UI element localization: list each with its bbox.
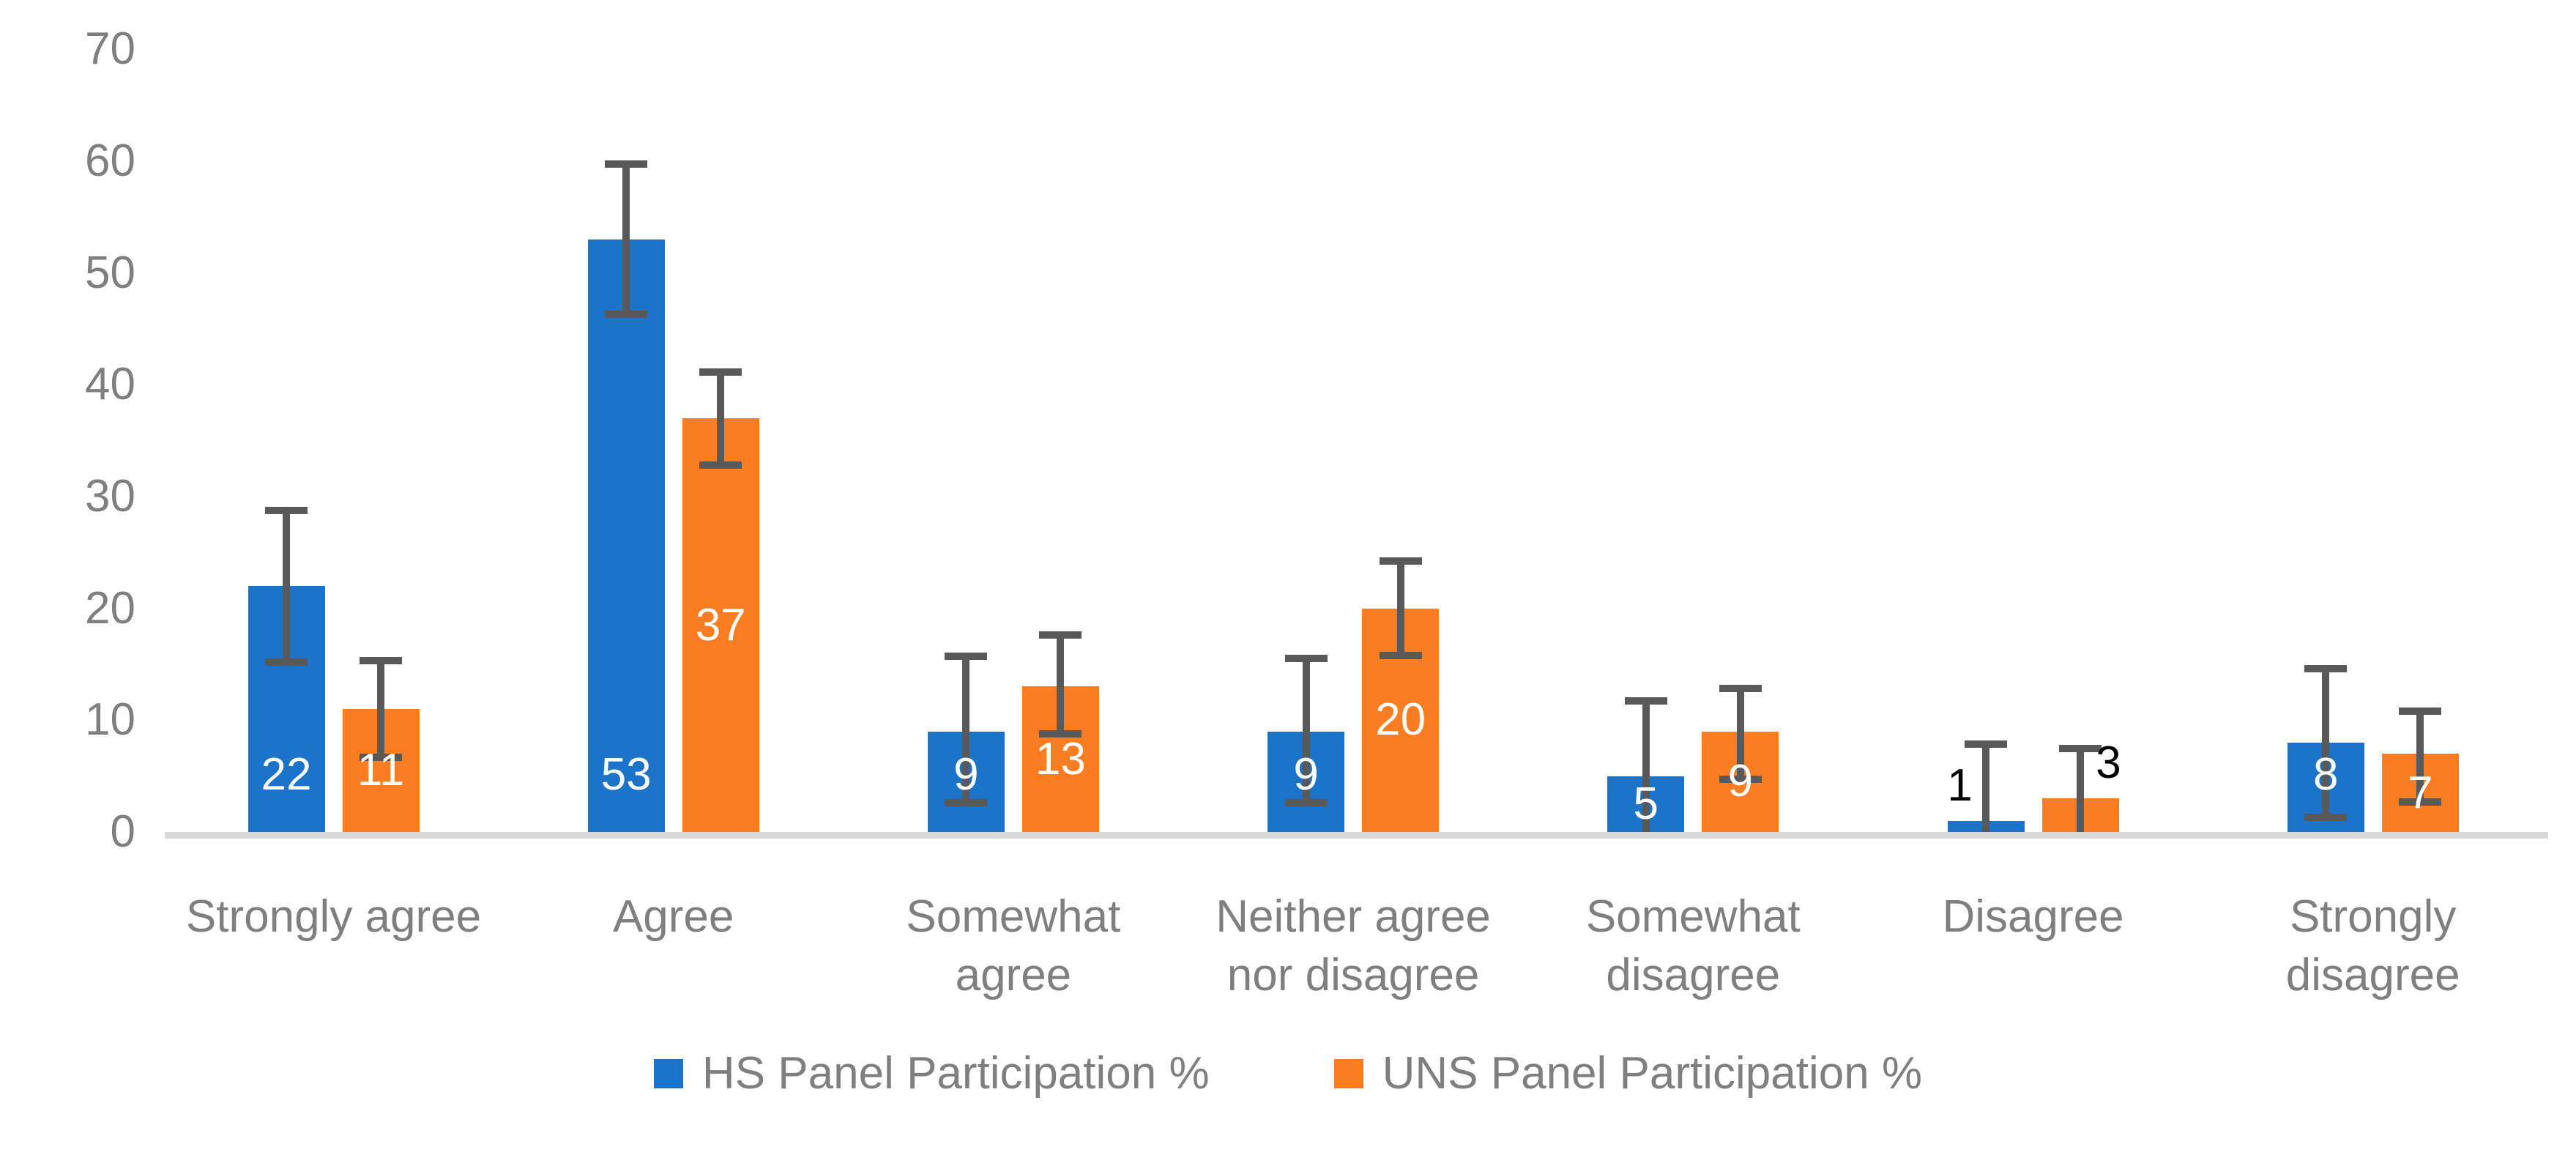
category-label-line: Strongly agree — [185, 891, 482, 942]
data-label: 8 — [2312, 749, 2339, 800]
legend: HS Panel Participation % UNS Panel Parti… — [0, 1047, 2576, 1099]
data-label: 11 — [357, 745, 405, 795]
error-bar-top-cap — [1039, 631, 1082, 639]
y-axis-tick-label: 20 — [85, 582, 135, 634]
uns-legend-swatch — [1333, 1058, 1363, 1088]
error-bar-bottom-cap — [1719, 776, 1762, 784]
error-bar-bottom-cap — [1039, 729, 1082, 738]
category-label-line: Agree — [612, 891, 734, 942]
category-label: Neither agree nor disagree — [1163, 888, 1544, 1005]
error-bar — [962, 655, 970, 803]
error-bar — [1982, 743, 1989, 832]
error-bar-bottom-cap — [699, 461, 742, 469]
category-label: Somewhat agree — [823, 888, 1204, 1005]
category-label-line: Strongly — [2289, 891, 2457, 942]
y-axis-tick-label: 40 — [85, 359, 135, 410]
error-bar-bottom-cap — [1379, 651, 1422, 659]
error-bar — [1396, 560, 1404, 656]
error-bar — [377, 659, 384, 757]
error-bar — [2077, 748, 2084, 832]
error-bar-top-cap — [1284, 654, 1328, 662]
category-label-line: Disagree — [1942, 891, 2124, 942]
error-bar-top-cap — [2059, 745, 2102, 753]
category-label-line: disagree — [1606, 950, 1781, 1000]
data-label: 5 — [1633, 778, 1659, 829]
data-label: 53 — [600, 749, 652, 800]
data-label: 20 — [1375, 694, 1426, 746]
error-bar-top-cap — [2304, 664, 2348, 672]
error-bar-top-cap — [699, 368, 742, 376]
category-label: Agree — [483, 888, 864, 946]
error-bar-top-cap — [360, 656, 402, 664]
error-bar-bottom-cap — [360, 753, 402, 761]
y-axis-tick-label: 70 — [85, 23, 135, 75]
error-bar — [2322, 667, 2330, 818]
error-bar-top-cap — [1719, 685, 1762, 693]
error-bar-top-cap — [265, 507, 308, 515]
category-label: Disagree — [1843, 888, 2224, 946]
error-bar-bottom-cap — [2399, 798, 2442, 806]
error-bar-top-cap — [1624, 697, 1667, 705]
error-bar — [1057, 634, 1065, 734]
category-label-line: Neither agree — [1216, 891, 1491, 942]
error-bar-bottom-cap — [265, 658, 308, 666]
error-bar-top-cap — [1379, 557, 1422, 565]
x-axis-line — [165, 832, 2548, 839]
error-bar-bottom-cap — [1284, 799, 1328, 807]
error-bar — [1642, 699, 1650, 832]
data-label: 1 — [1947, 760, 1973, 811]
y-axis-tick-label: 60 — [85, 135, 135, 186]
error-bar-top-cap — [2399, 707, 2442, 715]
y-axis-tick-label: 30 — [85, 470, 135, 521]
bar-uns-2 — [682, 418, 759, 832]
category-label-line: Somewhat — [906, 891, 1121, 942]
category-label: Somewhat disagree — [1503, 888, 1883, 1005]
error-bar — [717, 371, 725, 466]
data-label: 7 — [2407, 767, 2433, 818]
data-label: 9 — [1727, 756, 1754, 807]
bar-hs-2 — [587, 239, 665, 832]
category-label: Strongly agree — [144, 888, 524, 946]
hs-legend-swatch — [653, 1058, 683, 1088]
data-label: 22 — [261, 749, 312, 800]
error-bar — [622, 163, 630, 314]
category-label: Strongly disagree — [2183, 888, 2564, 1005]
error-bar-top-cap — [945, 652, 988, 660]
error-bar-top-cap — [605, 160, 648, 168]
data-label: 9 — [953, 749, 979, 800]
hs-legend-label: HS Panel Participation % — [701, 1048, 1210, 1099]
category-label-line: disagree — [2285, 950, 2460, 1000]
error-bar-top-cap — [1965, 740, 2007, 749]
legend-item-uns: UNS Panel Participation % — [1333, 1047, 1923, 1099]
legend-item-hs: HS Panel Participation % — [653, 1047, 1210, 1099]
category-label-line: Somewhat — [1585, 891, 1801, 942]
category-label-line: nor disagree — [1226, 950, 1480, 1000]
y-axis-tick-label: 10 — [85, 694, 135, 746]
error-bar — [2416, 710, 2424, 802]
y-axis-tick-label: 50 — [85, 247, 135, 298]
data-label: 9 — [1293, 749, 1319, 800]
category-label-line: agree — [955, 950, 1072, 1000]
error-bar-bottom-cap — [605, 310, 648, 318]
data-label: 13 — [1035, 733, 1086, 784]
y-axis-tick-label: 0 — [110, 806, 135, 857]
data-label: 3 — [2096, 738, 2121, 789]
error-bar — [1302, 657, 1310, 803]
uns-legend-label: UNS Panel Participation % — [1382, 1048, 1923, 1099]
error-bar — [283, 510, 290, 662]
error-bar — [1736, 688, 1744, 780]
data-label: 37 — [695, 599, 746, 650]
error-bar-bottom-cap — [2304, 814, 2348, 822]
error-bar-bottom-cap — [945, 799, 988, 807]
